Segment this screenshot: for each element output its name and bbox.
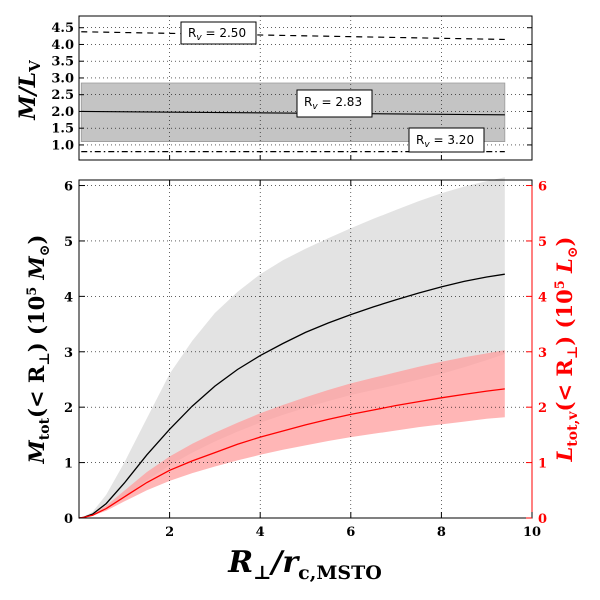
bottom-ytick-label-left-4: 4	[64, 290, 73, 305]
bottom-bands	[79, 177, 505, 518]
legend-value-rv-250: = 2.50	[202, 26, 246, 40]
legend-label-rv-320: R	[416, 133, 424, 147]
bottom-xtick-label-1: 4	[256, 525, 265, 540]
bottom-left-y-axis-title: Mtot(< R⊥) (105 M⊙)	[24, 235, 53, 465]
bottom-ytick-label-left-1: 1	[64, 457, 73, 472]
top-ytick-label-0: 4.5	[51, 21, 74, 36]
legend-sub-rv-250: v	[196, 33, 202, 43]
bottom-lines	[78, 273, 505, 519]
top-ytick-label-2: 3.5	[51, 55, 74, 70]
legend-box-rv-283: Rv = 2.83	[296, 89, 373, 118]
top-plot-frame	[78, 15, 533, 161]
bottom-panel: 2 4 6 8 100 01 12 23 34 45 56 6 Mtot(< R⊥) (105 M⊙)…	[24, 177, 581, 584]
legend-box-rv-250: Rv = 2.50	[180, 21, 257, 45]
bottom-ytick-label-right-1: 1	[538, 457, 547, 472]
legend-label-rv-283: R	[304, 95, 312, 109]
svg-text:Rv = 2.83: Rv = 2.83	[304, 95, 362, 112]
legend-sub-rv-320: v	[424, 140, 430, 150]
top-ytick-label-4: 2.5	[51, 88, 74, 103]
top-bands	[80, 82, 506, 142]
bottom-xtick-label-0: 2	[165, 525, 174, 540]
bottom-ytick-label-right-0: 0	[538, 512, 547, 527]
bottom-ytick-label-left-0: 0	[64, 512, 73, 527]
top-panel: 4.5 4.0 3.53.0 2.5 2.0 1.51.0 Rv = 2.50 Rv = …	[15, 15, 533, 161]
legend-value-rv-320: = 3.20	[430, 133, 474, 147]
bottom-ticks: 2 4 6 8 100 01 12 23 34 45 56 6	[64, 180, 547, 540]
bottom-xtick-label-4: 10	[523, 525, 541, 540]
bottom-xtick-label-3: 8	[437, 525, 446, 540]
bottom-ytick-label-right-2: 2	[538, 401, 547, 416]
bottom-grid	[79, 180, 532, 518]
top-y-axis-title: M/LV	[15, 60, 44, 121]
bottom-series-line-0	[78, 273, 505, 519]
bottom-series-line-1	[78, 388, 505, 519]
top-band-1	[80, 82, 506, 142]
top-ytick-label-6: 1.5	[51, 122, 74, 137]
bottom-ytick-label-left-2: 2	[64, 401, 73, 416]
legend-label-rv-250: R	[188, 26, 196, 40]
top-series-line-0	[81, 31, 505, 41]
bottom-ytick-label-left-6: 6	[64, 180, 73, 195]
bottom-ytick-label-right-6: 6	[538, 180, 547, 195]
top-ytick-label-1: 4.0	[51, 38, 74, 53]
svg-text:Rv = 3.20: Rv = 3.20	[416, 133, 474, 150]
legend-box-rv-320: Rv = 3.20	[408, 127, 485, 153]
bottom-band-0	[79, 177, 505, 518]
top-series-line-1	[81, 110, 505, 116]
bottom-right-y-axis-title: Ltot,v(< R⊥) (105 L⊙)	[552, 236, 581, 462]
top-ytick-label-7: 1.0	[51, 138, 74, 153]
bottom-ytick-label-left-3: 3	[64, 346, 73, 361]
bottom-x-axis-title: R⊥/rc,MSTO	[227, 545, 382, 584]
bottom-ytick-label-right-3: 3	[538, 346, 547, 361]
legend-sub-rv-283: v	[312, 102, 318, 112]
legend-value-rv-283: = 2.83	[318, 95, 362, 109]
top-ytick-label-5: 2.0	[51, 105, 74, 120]
bottom-ytick-label-right-4: 4	[538, 290, 547, 305]
bottom-band-1	[79, 350, 505, 518]
top-ytick-label-3: 3.0	[51, 71, 74, 86]
top-ticks: 4.5 4.0 3.53.0 2.5 2.0 1.51.0	[51, 21, 532, 160]
bottom-xtick-label-2: 6	[346, 525, 355, 540]
svg-text:Rv = 2.50: Rv = 2.50	[188, 26, 246, 43]
bottom-ytick-label-left-5: 5	[64, 235, 73, 250]
bottom-ytick-label-right-5: 5	[538, 235, 547, 250]
